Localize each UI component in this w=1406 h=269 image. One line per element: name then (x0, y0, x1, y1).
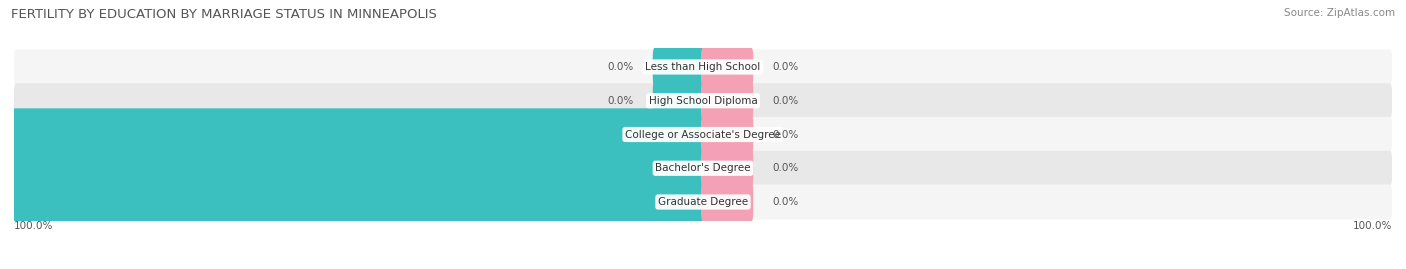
FancyBboxPatch shape (702, 149, 754, 188)
FancyBboxPatch shape (11, 176, 706, 228)
Text: Graduate Degree: Graduate Degree (658, 197, 748, 207)
FancyBboxPatch shape (14, 83, 1392, 118)
Text: Bachelor's Degree: Bachelor's Degree (655, 163, 751, 173)
FancyBboxPatch shape (652, 48, 704, 86)
FancyBboxPatch shape (702, 115, 754, 154)
Text: 0.0%: 0.0% (772, 96, 799, 106)
FancyBboxPatch shape (14, 117, 1392, 152)
FancyBboxPatch shape (652, 81, 704, 120)
Text: High School Diploma: High School Diploma (648, 96, 758, 106)
Text: 0.0%: 0.0% (772, 129, 799, 140)
Text: FERTILITY BY EDUCATION BY MARRIAGE STATUS IN MINNEAPOLIS: FERTILITY BY EDUCATION BY MARRIAGE STATU… (11, 8, 437, 21)
Text: 0.0%: 0.0% (607, 62, 634, 72)
Text: 0.0%: 0.0% (607, 96, 634, 106)
Text: 0.0%: 0.0% (772, 163, 799, 173)
Text: Source: ZipAtlas.com: Source: ZipAtlas.com (1284, 8, 1395, 18)
Text: Less than High School: Less than High School (645, 62, 761, 72)
FancyBboxPatch shape (702, 183, 754, 221)
FancyBboxPatch shape (11, 142, 706, 194)
FancyBboxPatch shape (702, 48, 754, 86)
Text: 100.0%: 100.0% (1353, 221, 1392, 231)
FancyBboxPatch shape (11, 108, 706, 161)
Text: 0.0%: 0.0% (772, 197, 799, 207)
Text: 0.0%: 0.0% (772, 62, 799, 72)
FancyBboxPatch shape (702, 81, 754, 120)
FancyBboxPatch shape (14, 151, 1392, 186)
Text: 100.0%: 100.0% (14, 221, 53, 231)
FancyBboxPatch shape (14, 185, 1392, 220)
Text: College or Associate's Degree: College or Associate's Degree (626, 129, 780, 140)
FancyBboxPatch shape (14, 49, 1392, 84)
